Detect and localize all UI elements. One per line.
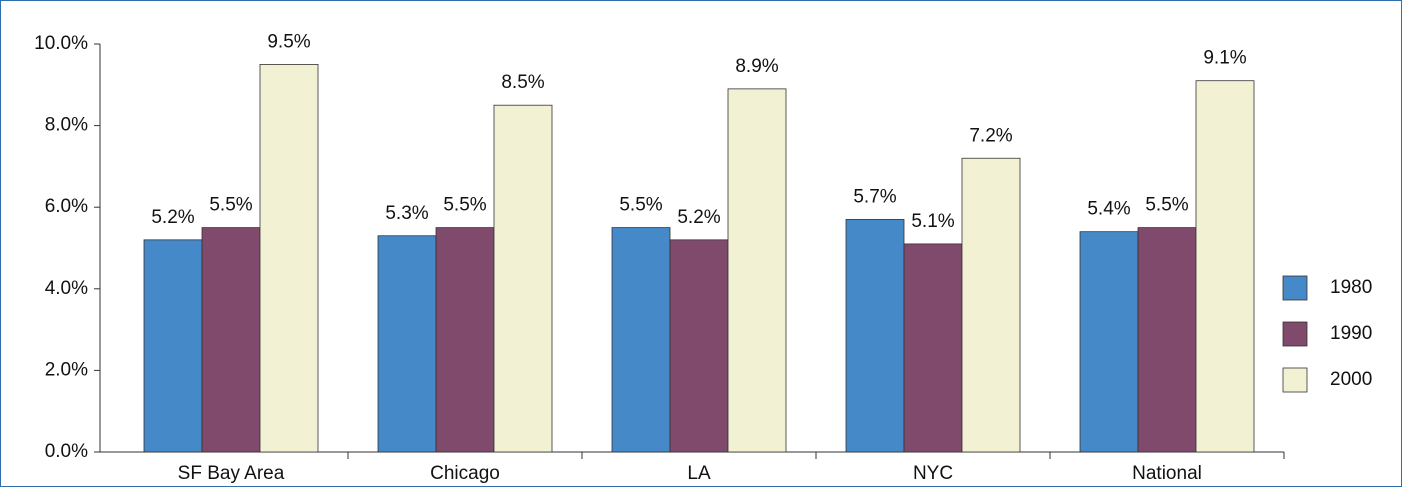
bar: [727, 88, 787, 453]
y-tick-label: 0.0%: [45, 441, 88, 462]
y-tick-label: 4.0%: [45, 278, 88, 299]
bar: [377, 235, 437, 453]
value-label: 5.5%: [1145, 195, 1188, 216]
value-label: 5.5%: [209, 195, 252, 216]
value-label: 8.5%: [501, 72, 544, 93]
bar: [1195, 80, 1255, 453]
bar: [1137, 227, 1197, 453]
legend-swatch: [1282, 275, 1308, 301]
x-tick-label: Chicago: [430, 463, 500, 484]
bar: [669, 239, 729, 453]
bar: [259, 64, 319, 453]
value-label: 5.1%: [911, 211, 954, 232]
x-tick-label: SF Bay Area: [178, 463, 285, 484]
bar: [845, 219, 905, 453]
x-tick-label: National: [1132, 463, 1202, 484]
value-label: 9.1%: [1203, 48, 1246, 69]
value-label: 7.2%: [969, 125, 1012, 146]
legend-swatch: [1282, 321, 1308, 347]
legend-label: 1990: [1330, 323, 1372, 344]
value-label: 8.9%: [735, 56, 778, 77]
bar: [143, 239, 203, 453]
legend-label: 2000: [1330, 369, 1372, 390]
y-tick-label: 8.0%: [45, 115, 88, 136]
bar: [493, 104, 553, 453]
x-tick-label: LA: [687, 463, 711, 484]
value-label: 5.5%: [443, 195, 486, 216]
value-label: 5.7%: [853, 186, 896, 207]
value-label: 5.2%: [151, 207, 194, 228]
bar: [903, 243, 963, 453]
bar: [1079, 231, 1139, 453]
legend-label: 1980: [1330, 277, 1372, 298]
value-label: 5.5%: [619, 195, 662, 216]
value-label: 5.2%: [677, 207, 720, 228]
bar: [201, 227, 261, 453]
bar: [611, 227, 671, 453]
y-tick-label: 10.0%: [34, 33, 88, 54]
value-label: 9.5%: [267, 31, 310, 52]
legend-swatch: [1282, 367, 1308, 393]
y-tick-label: 6.0%: [45, 196, 88, 217]
bar: [961, 157, 1021, 453]
y-tick-label: 2.0%: [45, 359, 88, 380]
bar: [435, 227, 495, 453]
value-label: 5.3%: [385, 203, 428, 224]
value-label: 5.4%: [1087, 199, 1130, 220]
x-tick-label: NYC: [913, 463, 953, 484]
